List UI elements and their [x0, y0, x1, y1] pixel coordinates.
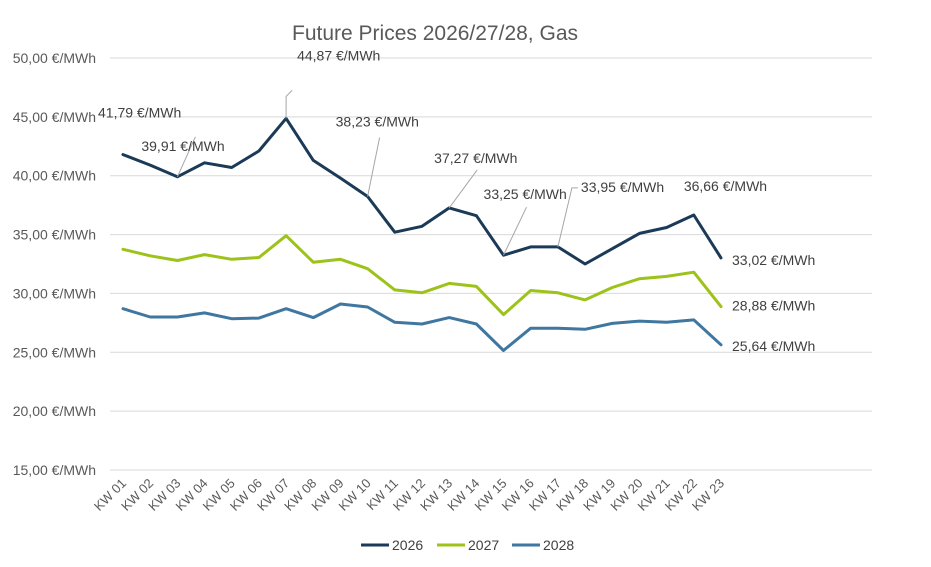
y-tick-label: 25,00 €/MWh: [13, 344, 96, 360]
data-label: 44,87 €/MWh: [297, 47, 380, 63]
data-label: 38,23 €/MWh: [336, 114, 419, 130]
y-tick-label: 15,00 €/MWh: [13, 462, 96, 478]
series-line-2026: [121, 116, 723, 266]
y-tick-label: 45,00 €/MWh: [13, 109, 96, 125]
data-label: 36,66 €/MWh: [684, 178, 767, 194]
leader-line: [176, 136, 196, 178]
y-tick-label: 30,00 €/MWh: [13, 285, 96, 301]
series-line-2027: [121, 234, 723, 317]
leader-line: [285, 90, 293, 119]
leader-line: [557, 187, 578, 248]
legend-label: 2028: [543, 537, 574, 553]
y-tick-label: 50,00 €/MWh: [13, 50, 96, 66]
legend-item-2026: 2026: [361, 537, 423, 553]
data-label: 25,64 €/MWh: [732, 338, 815, 354]
y-tick-label: 35,00 €/MWh: [13, 227, 96, 243]
data-label: 28,88 €/MWh: [732, 298, 815, 314]
data-label: 33,25 €/MWh: [484, 186, 567, 202]
legend-item-2027: 2027: [437, 537, 499, 553]
leader-line: [503, 206, 527, 256]
legend-item-2028: 2028: [512, 537, 574, 553]
leader-line: [448, 169, 478, 209]
data-label: 33,95 €/MWh: [581, 179, 664, 195]
leader-line: [367, 137, 381, 197]
data-label-leaders: [176, 90, 578, 256]
data-label: 33,02 €/MWh: [732, 252, 815, 268]
legend-label: 2027: [468, 537, 499, 553]
data-labels: 41,79 €/MWh 39,91 €/MWh 44,87 €/MWh 38,23 €…: [98, 47, 815, 353]
series-lines: [121, 116, 723, 352]
data-label: 37,27 €/MWh: [434, 150, 517, 166]
y-tick-label: 20,00 €/MWh: [13, 403, 96, 419]
series-line-2028: [121, 302, 723, 352]
y-axis-tick-labels: 15,00 €/MWh 20,00 €/MWh 25,00 €/MWh 30,00 €…: [13, 50, 96, 478]
data-label: 41,79 €/MWh: [98, 105, 181, 121]
chart-title: Future Prices 2026/27/28, Gas: [292, 22, 578, 45]
data-label: 39,91 €/MWh: [141, 138, 224, 154]
legend-label: 2026: [392, 537, 423, 553]
y-tick-label: 40,00 €/MWh: [13, 168, 96, 184]
legend: 2026 2027 2028: [361, 537, 574, 553]
